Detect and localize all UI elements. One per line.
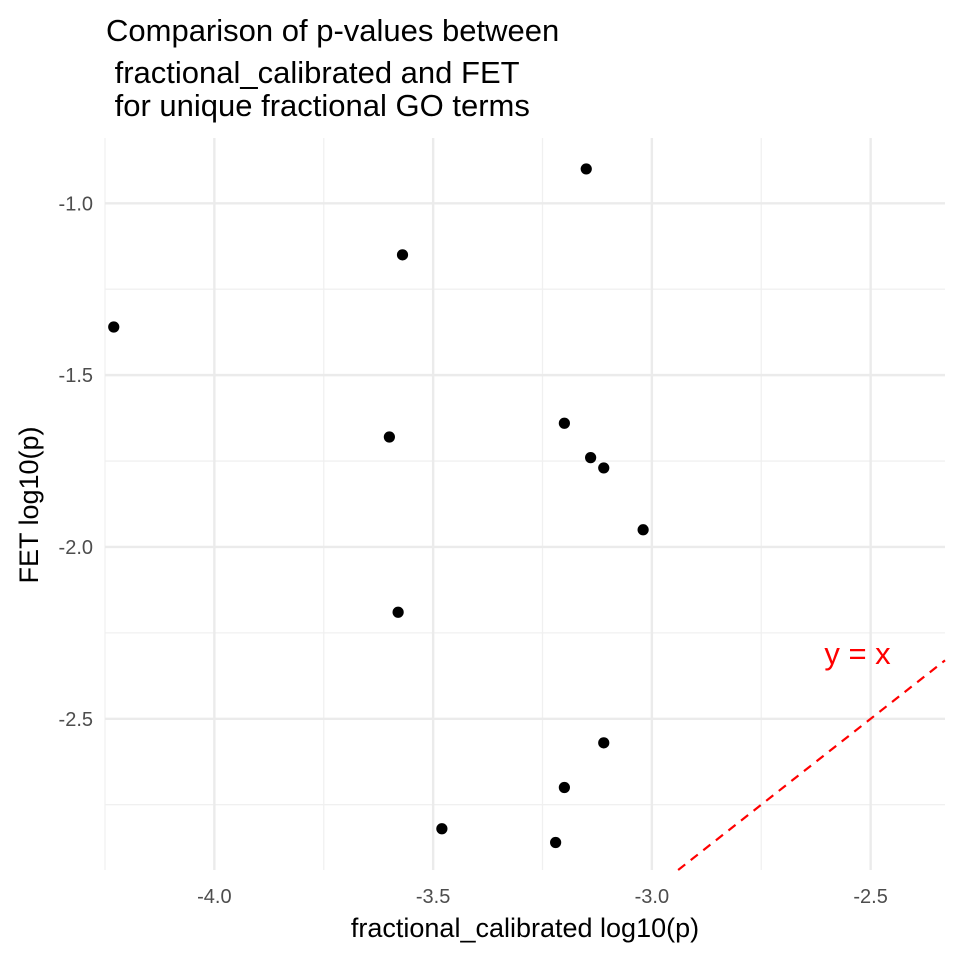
major-gridlines bbox=[105, 138, 945, 870]
x-axis-title: fractional_calibrated log10(p) bbox=[351, 913, 699, 943]
data-point bbox=[580, 163, 592, 175]
y-tick-label: -1.0 bbox=[59, 193, 93, 215]
x-tick-label: -2.5 bbox=[853, 886, 887, 908]
chart-title-line-1: Comparison of p-values between bbox=[106, 13, 559, 48]
chart-title: Comparison of p-values between fractiona… bbox=[106, 13, 559, 123]
minor-gridlines bbox=[104, 138, 945, 870]
x-tick-label: -3.5 bbox=[416, 886, 450, 908]
data-point bbox=[436, 823, 448, 835]
data-point bbox=[396, 249, 409, 261]
x-tick-label: -4.0 bbox=[197, 886, 231, 908]
data-point bbox=[550, 836, 562, 849]
chart-title-line-3: for unique fractional GO terms bbox=[106, 88, 530, 123]
reference-line bbox=[677, 659, 946, 871]
data-point bbox=[598, 737, 610, 749]
x-axis-ticks: -4.0 -3.5 -3.0 -2.5 bbox=[197, 886, 888, 908]
y-tick-label: -2.5 bbox=[59, 709, 93, 731]
data-point bbox=[598, 462, 610, 474]
data-point bbox=[392, 606, 404, 618]
data-point bbox=[637, 524, 649, 536]
y-axis-ticks: -1.0 -1.5 -2.0 -2.5 bbox=[59, 193, 93, 730]
y-tick-label: -2.0 bbox=[59, 537, 93, 559]
chart-title-line-2: fractional_calibrated and FET bbox=[106, 55, 520, 90]
reference-line-group: y = x bbox=[677, 636, 946, 871]
data-point bbox=[558, 781, 570, 794]
data-points bbox=[108, 163, 649, 849]
y-axis-title: FET log10(p) bbox=[14, 426, 44, 583]
data-point bbox=[383, 431, 395, 443]
reference-line-label: y = x bbox=[824, 636, 891, 671]
y-tick-label: -1.5 bbox=[59, 365, 93, 387]
data-point bbox=[585, 452, 597, 464]
data-point bbox=[108, 321, 120, 333]
data-point bbox=[558, 417, 570, 429]
x-tick-label: -3.0 bbox=[635, 886, 669, 908]
